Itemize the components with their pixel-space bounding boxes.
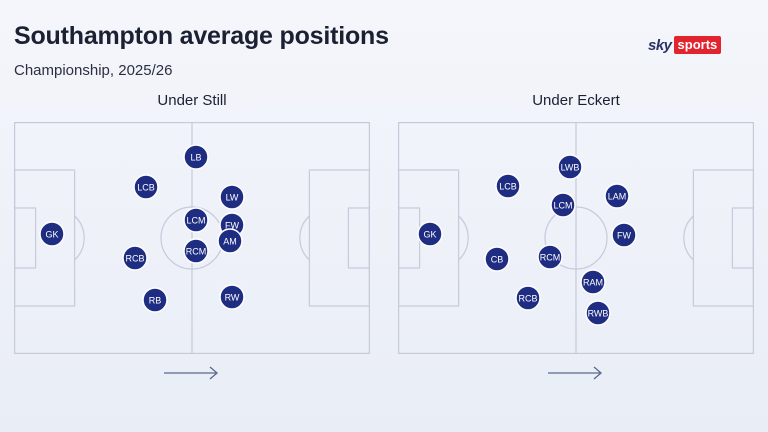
player-circle [39, 221, 65, 247]
player-label: LAM [608, 192, 627, 202]
player-marker-rw: RW [219, 284, 245, 310]
pitch-eckert: LWB LCB LAM LCM GK FW CB RCM RAM RCB RWB [398, 122, 754, 354]
player-circle [217, 228, 243, 254]
player-circle [515, 285, 541, 311]
player-label: LCM [553, 201, 572, 211]
player-marker-rcm: RCM [183, 238, 209, 264]
player-circle [142, 287, 168, 313]
logo-sports-text: sports [673, 36, 722, 54]
player-label: LCB [499, 182, 517, 192]
player-marker-rcb: RCB [122, 245, 148, 271]
player-label: GK [423, 230, 436, 240]
player-marker-lcb: LCB [495, 173, 521, 199]
player-circle [183, 238, 209, 264]
player-marker-gk: GK [39, 221, 65, 247]
player-label: RB [149, 296, 162, 306]
player-label: CB [491, 255, 504, 265]
player-label: LCM [186, 216, 205, 226]
player-label: FW [225, 221, 239, 231]
player-marker-lcb: LCB [133, 174, 159, 200]
player-circle [580, 269, 606, 295]
player-marker-rcm: RCM [537, 244, 563, 270]
pitch-label-still: Under Still [157, 92, 227, 109]
player-marker-lcm: LCM [550, 192, 576, 218]
pitch-label-eckert: Under Eckert [532, 92, 620, 109]
player-marker-rwb: RWB [585, 300, 611, 326]
player-marker-ram: RAM [580, 269, 606, 295]
player-circle [557, 154, 583, 180]
player-circle [219, 284, 245, 310]
player-marker-cb: CB [484, 246, 510, 272]
player-circle [219, 184, 245, 210]
player-label: LWB [561, 163, 580, 173]
player-label: RCM [186, 247, 207, 257]
chart-subtitle: Championship, 2025/26 [14, 62, 173, 79]
player-label: LCB [137, 183, 155, 193]
logo-sky-text: sky [648, 36, 672, 54]
player-marker-fw: FW [611, 222, 637, 248]
pitch-markings [14, 122, 370, 354]
player-label: RCM [540, 253, 561, 263]
player-label: LB [190, 153, 201, 163]
right-arrow-icon [164, 366, 218, 380]
pitch-still: LB LCB LW LCM FW GK AM RCM RCB RB RW [14, 122, 370, 354]
player-marker-lb: LB [183, 144, 209, 170]
player-label: RCB [518, 294, 537, 304]
player-circle [537, 244, 563, 270]
player-label: RWB [588, 309, 609, 319]
player-label: GK [45, 230, 58, 240]
player-marker-lcm: LCM [183, 207, 209, 233]
player-circle [183, 144, 209, 170]
chart-title: Southampton average positions [14, 22, 389, 50]
player-circle [611, 222, 637, 248]
player-circle [604, 183, 630, 209]
player-label: RCB [125, 254, 144, 264]
player-label: AM [223, 237, 237, 247]
player-marker-rcb: RCB [515, 285, 541, 311]
player-circle [495, 173, 521, 199]
player-circle [183, 207, 209, 233]
player-circle [484, 246, 510, 272]
player-marker-lwb: LWB [557, 154, 583, 180]
right-arrow-icon [548, 366, 602, 380]
player-label: LW [226, 193, 239, 203]
player-circle [122, 245, 148, 271]
player-label: RAM [583, 278, 603, 288]
player-marker-lam: LAM [604, 183, 630, 209]
player-circle [585, 300, 611, 326]
player-marker-rb: RB [142, 287, 168, 313]
player-label: FW [617, 231, 631, 241]
sky-sports-logo: sky sports [648, 36, 722, 54]
player-circle [133, 174, 159, 200]
players-eckert: LWB LCB LAM LCM GK FW CB RCM RAM RCB RWB [417, 154, 637, 326]
player-marker-gk: GK [417, 221, 443, 247]
player-label: RW [225, 293, 240, 303]
player-circle [417, 221, 443, 247]
players-still: LB LCB LW LCM FW GK AM RCM RCB RB RW [39, 144, 245, 313]
player-circle [550, 192, 576, 218]
player-marker-lw: LW [219, 184, 245, 210]
player-marker-am: AM [217, 228, 243, 254]
